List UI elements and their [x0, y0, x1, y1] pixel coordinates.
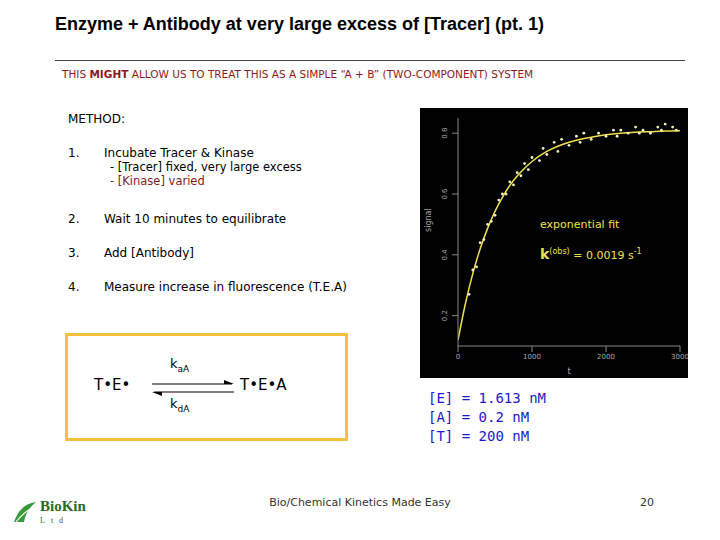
html-text:T•E•A: T•E•A	[240, 376, 287, 394]
html-text:Ltd: Ltd	[40, 516, 70, 525]
html-text:kaA: kaA	[170, 356, 190, 374]
html-text:T•E•: T•E•	[94, 376, 131, 394]
svg-text:3000: 3000	[671, 353, 688, 361]
svg-text:0.8: 0.8	[441, 128, 449, 139]
svg-text:1000: 1000	[523, 353, 541, 361]
html-text:Incubate Tracer & Kinase: Incubate Tracer & Kinase	[104, 146, 254, 160]
html-text:BioKin: BioKin	[40, 498, 86, 514]
html-text:1.: 1.	[68, 146, 80, 160]
html-text:20: 20	[640, 496, 654, 509]
svg-text:signal: signal	[424, 208, 433, 232]
html-text:Measure increase in fluorescen: Measure increase in fluorescence (T.E.A)	[104, 280, 347, 294]
html-text:Bio/Chemical Kinetics Made Eas: Bio/Chemical Kinetics Made Easy	[269, 496, 451, 509]
html-text:2.: 2.	[68, 212, 80, 226]
svg-text:0.4: 0.4	[441, 249, 449, 261]
html-text:METHOD:: METHOD:	[68, 112, 125, 126]
html-text:Add [Antibody]: Add [Antibody]	[104, 246, 194, 260]
svg-text:0.6: 0.6	[441, 188, 449, 200]
html-text:Wait 10 minutes to equilibrate: Wait 10 minutes to equilibrate	[104, 212, 287, 226]
html-text:THIS MIGHT ALLOW US TO TREAT T: THIS MIGHT ALLOW US TO TREAT THIS AS A S…	[62, 68, 534, 80]
html-text:[A] = 0.2 nM: [A] = 0.2 nM	[428, 409, 530, 425]
html-text:[T] = 200 nM: [T] = 200 nM	[428, 428, 530, 444]
html-text:Enzyme + Antibody at very larg: Enzyme + Antibody at very large excess o…	[55, 14, 544, 34]
html-text:3.: 3.	[68, 246, 80, 260]
html-text:exponential fit: exponential fit	[540, 218, 620, 231]
html-text:- [Tracer] fixed, very large e: - [Tracer] fixed, very large excess	[110, 160, 302, 174]
svg-text:t: t	[567, 367, 570, 376]
html-text:k(obs) = 0.0019 s-1: k(obs) = 0.0019 s-1	[540, 246, 642, 262]
html-text:- [Kinase] varied: - [Kinase] varied	[110, 174, 205, 188]
svg-text:0: 0	[456, 353, 460, 361]
html-text:kdA: kdA	[170, 396, 190, 414]
html-text:4.: 4.	[68, 280, 80, 294]
svg-text:2000: 2000	[597, 353, 615, 361]
html-text:[E] = 1.613 nM: [E] = 1.613 nM	[428, 390, 546, 406]
svg-text:0.2: 0.2	[441, 310, 449, 321]
